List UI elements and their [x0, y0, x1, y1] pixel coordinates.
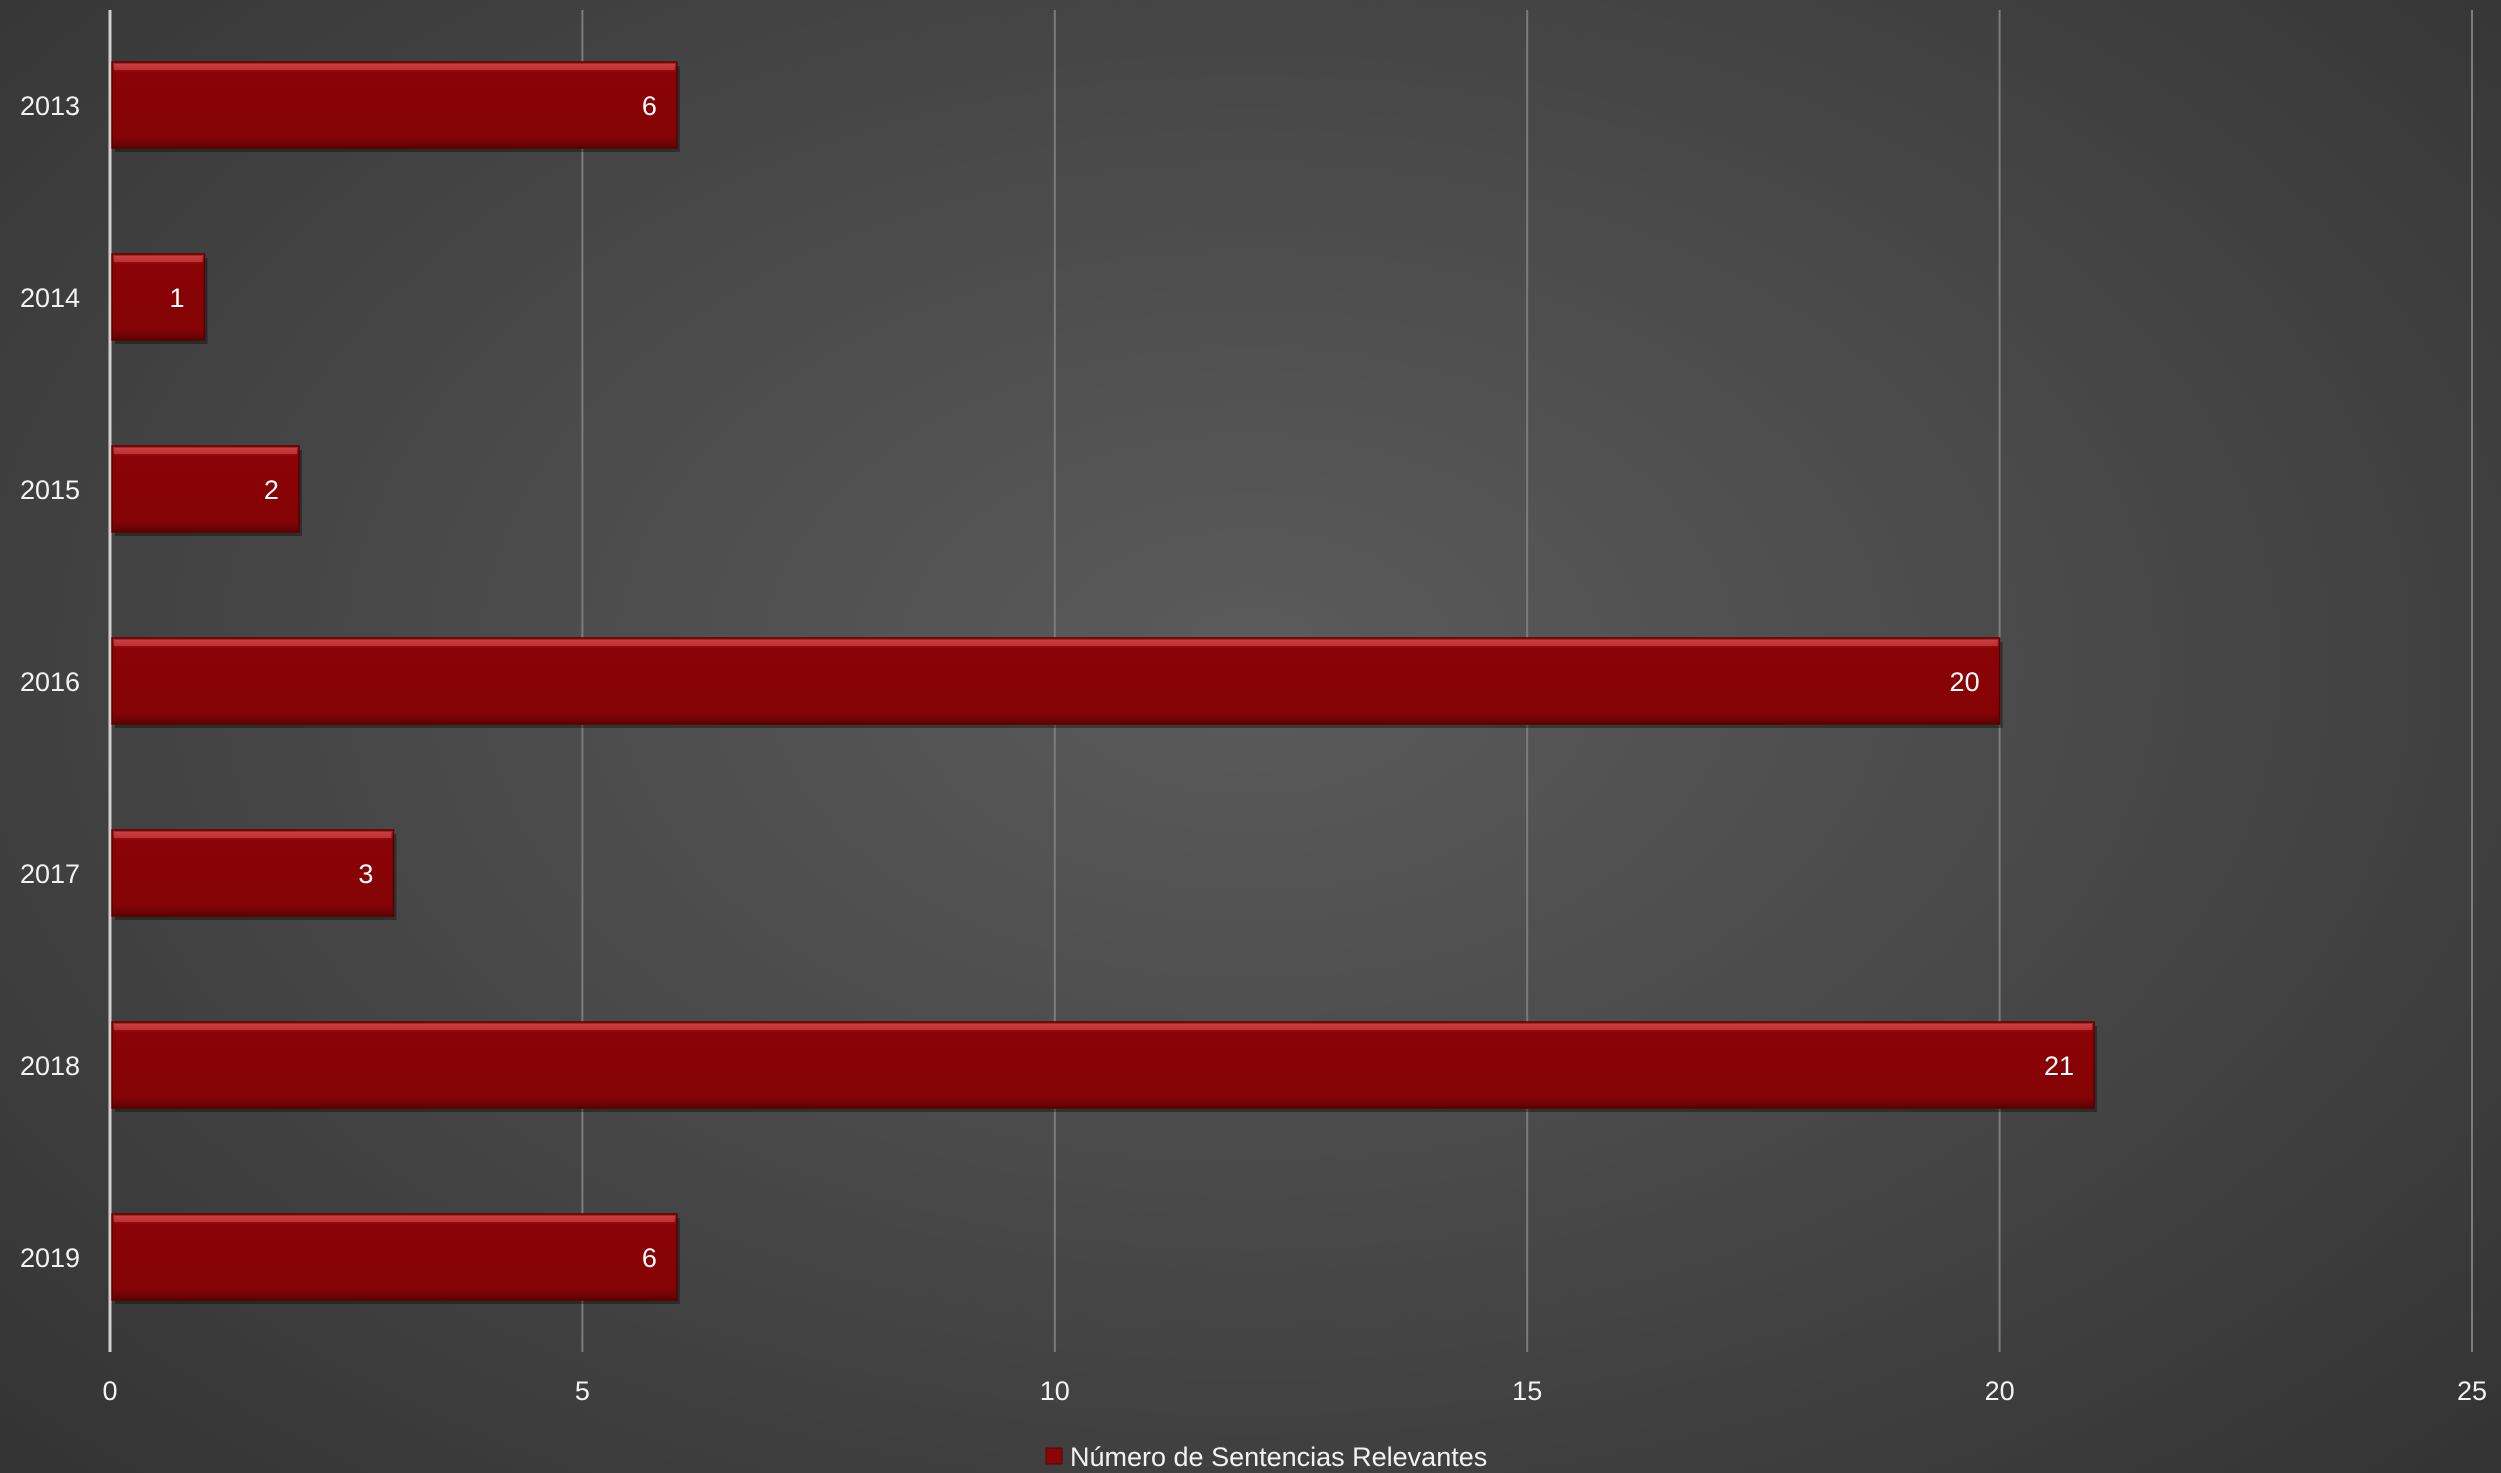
y-tick-label: 2018 — [20, 1051, 80, 1081]
bar — [111, 637, 2001, 725]
bar-highlight — [114, 448, 297, 454]
bar-2016: 20 — [111, 637, 2003, 728]
x-tick-label: 20 — [1985, 1376, 2015, 1406]
data-label: 2 — [264, 475, 279, 505]
legend-label: Número de Sentencias Relevantes — [1070, 1442, 1487, 1472]
bar-highlight — [114, 640, 1998, 646]
legend-swatch — [1045, 1447, 1063, 1465]
x-tick-label: 5 — [575, 1376, 590, 1406]
bar-2014: 1 — [111, 253, 208, 344]
data-label: 6 — [642, 91, 657, 121]
category-axis: 2013 2014 2015 2016 2017 2018 2019 — [20, 91, 80, 1273]
y-tick-label: 2019 — [20, 1243, 80, 1273]
bar-2013: 6 — [111, 61, 680, 152]
bar-highlight — [114, 1216, 675, 1222]
data-label: 20 — [1950, 667, 1980, 697]
bar-highlight — [114, 832, 392, 838]
bar — [111, 445, 300, 533]
y-tick-label: 2016 — [20, 667, 80, 697]
bar — [111, 829, 395, 917]
data-label: 3 — [358, 859, 373, 889]
bar — [111, 1021, 2095, 1109]
bar-2019: 6 — [111, 1213, 680, 1304]
bar — [111, 253, 206, 341]
data-label: 6 — [642, 1243, 657, 1273]
x-tick-label: 15 — [1512, 1376, 1542, 1406]
bar-series: 6 1 2 20 3 21 6 — [111, 61, 2098, 1304]
y-tick-label: 2013 — [20, 91, 80, 121]
x-tick-label: 25 — [2457, 1376, 2487, 1406]
y-tick-label: 2017 — [20, 859, 80, 889]
data-label: 1 — [169, 283, 184, 313]
bar-highlight — [114, 64, 675, 70]
bar-2015: 2 — [111, 445, 302, 536]
y-tick-label: 2014 — [20, 283, 80, 313]
bar — [111, 61, 678, 149]
x-tick-label: 10 — [1040, 1376, 1070, 1406]
bar-highlight — [114, 1024, 2093, 1030]
x-tick-label: 0 — [102, 1376, 117, 1406]
legend: Número de Sentencias Relevantes — [1045, 1442, 1487, 1472]
bar-highlight — [114, 256, 203, 262]
bar — [111, 1213, 678, 1301]
value-axis-labels: 0 5 10 15 20 25 — [102, 1376, 2487, 1406]
data-label: 21 — [2044, 1051, 2074, 1081]
bar-2017: 3 — [111, 829, 397, 920]
y-tick-label: 2015 — [20, 475, 80, 505]
bar-2018: 21 — [111, 1021, 2098, 1112]
